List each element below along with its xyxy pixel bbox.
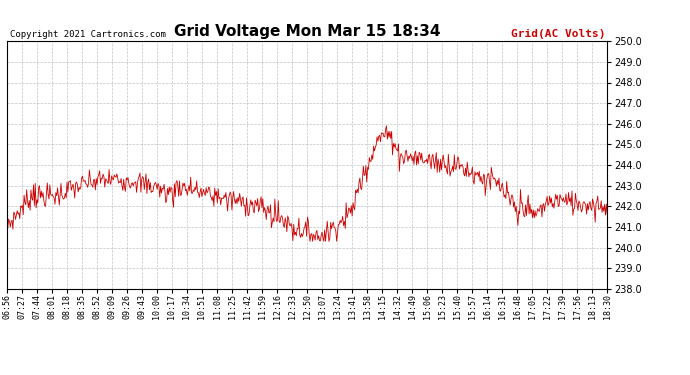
Text: Copyright 2021 Cartronics.com: Copyright 2021 Cartronics.com: [10, 30, 166, 39]
Text: Grid(AC Volts): Grid(AC Volts): [511, 29, 606, 39]
Title: Grid Voltage Mon Mar 15 18:34: Grid Voltage Mon Mar 15 18:34: [174, 24, 440, 39]
